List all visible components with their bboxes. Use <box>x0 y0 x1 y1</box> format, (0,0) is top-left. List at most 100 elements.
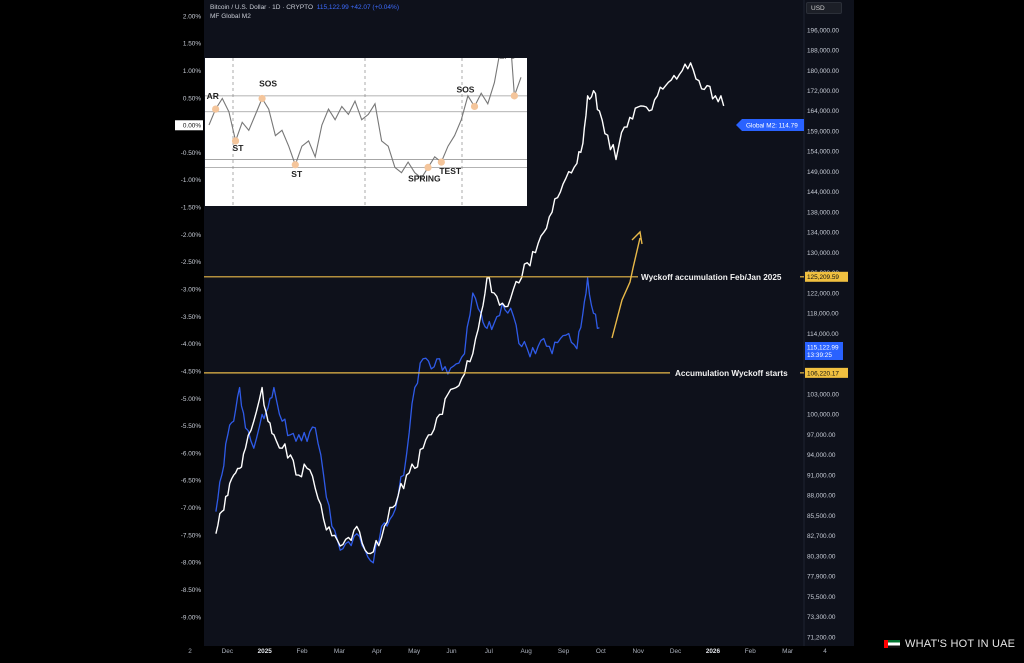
level-badge-label: 125,209.59 <box>807 274 839 281</box>
left-tick-label: -0.50% <box>181 150 202 157</box>
inset-point-marker <box>212 105 220 113</box>
right-tick-label: 77,900.00 <box>807 574 836 581</box>
left-tick-label: -7.00% <box>181 505 202 512</box>
x-tick-label: Apr <box>372 648 383 655</box>
right-axis: 196,000.00 188,000.00 180,000.00 172,000.00… <box>807 27 839 641</box>
inset-point-label: ST <box>291 169 303 179</box>
x-tick-label: May <box>408 648 421 655</box>
right-tick-label: 180,000.00 <box>807 68 839 75</box>
left-tick-label: -2.00% <box>181 232 202 239</box>
inset-point-label: SOS <box>259 79 277 89</box>
inset-point-marker <box>470 102 479 111</box>
left-tick-label: -8.00% <box>181 560 202 567</box>
global-m2-line <box>215 277 600 564</box>
watermark-text: WHAT'S HOT IN UAE <box>905 638 1016 650</box>
right-tick-label: 91,000.00 <box>807 472 836 479</box>
legend-header: Bitcoin / U.S. Dollar · 1D · CRYPTO 115,… <box>210 3 399 21</box>
left-tick-label: -8.50% <box>181 587 202 594</box>
x-tick-label: Feb <box>745 648 756 655</box>
level-badge-label: 106,220.17 <box>807 370 839 377</box>
arrow-head-icon <box>631 230 643 245</box>
currency-selector[interactable]: USD <box>806 2 842 14</box>
arrow-layer <box>611 230 643 339</box>
x-tick-label: Oct <box>596 648 606 655</box>
inset-point-marker <box>258 94 266 103</box>
inset-point-label: SPRING <box>408 173 441 183</box>
x-tick-label: 4 <box>823 648 827 655</box>
left-tick-label: -9.00% <box>181 614 202 621</box>
price-badge-time: 13:39:25 <box>807 352 832 359</box>
right-tick-label: 88,000.00 <box>807 493 836 500</box>
wyckoff-inset: ARSTSOSSTSPRINGTESTSOSLPSJTC <box>205 3 544 206</box>
left-tick-label: -5.50% <box>181 423 202 430</box>
left-tick-label: -5.00% <box>181 396 202 403</box>
right-tick-label: 94,000.00 <box>807 452 836 459</box>
left-tick-label: 0.50% <box>183 95 201 102</box>
inset-point-label: TEST <box>439 166 462 176</box>
right-tick-label: 97,000.00 <box>807 432 836 439</box>
zero-badge-label: 0.00% <box>183 123 201 130</box>
x-tick-label: Nov <box>633 648 645 655</box>
series-layer <box>215 62 725 564</box>
right-tick-label: 154,000.00 <box>807 149 839 156</box>
left-tick-label: -3.50% <box>181 314 202 321</box>
symbol-title[interactable]: Bitcoin / U.S. Dollar · 1D · CRYPTO <box>210 4 314 11</box>
inset-point-marker <box>424 163 432 171</box>
right-tick-label: 75,500.00 <box>807 594 836 601</box>
left-tick-label: -2.50% <box>181 259 202 266</box>
x-tick-label: 2025 <box>258 648 273 655</box>
horizontal-line-label: Accumulation Wyckoff starts <box>675 369 788 378</box>
x-tick-label: Jun <box>446 648 457 655</box>
left-tick-label: -3.00% <box>181 286 202 293</box>
inset-point-marker <box>510 92 518 100</box>
indicator-title[interactable]: MF Global M2 <box>210 13 251 20</box>
x-tick-label: Aug <box>520 648 532 655</box>
right-tick-label: 138,000.00 <box>807 209 839 216</box>
inset-point-label: SOS <box>457 84 475 94</box>
right-tick-label: 188,000.00 <box>807 48 839 55</box>
x-tick-label: Dec <box>222 648 234 655</box>
left-tick-label: -6.00% <box>181 450 202 457</box>
x-tick-label: Jul <box>485 648 493 655</box>
wyckoff-inset-svg: ARSTSOSSTSPRINGTESTSOSLPSJTC <box>205 3 544 206</box>
right-tick-label: 114,000.00 <box>807 331 839 338</box>
inset-point-marker <box>291 161 299 169</box>
symbol-values: 115,122.99 +42.07 (+0.04%) <box>316 4 399 11</box>
inset-point-marker <box>231 137 240 145</box>
right-tick-label: 85,500.00 <box>807 513 836 520</box>
inset-point-label: ST <box>233 143 245 153</box>
horizontal-lines: Wyckoff accumulation Feb/Jan 2025 125,209… <box>204 271 848 378</box>
x-tick-label: 2026 <box>706 648 721 655</box>
level-badge <box>805 367 848 378</box>
right-tick-label: 130,000.00 <box>807 250 839 257</box>
price-badge <box>805 342 843 360</box>
inset-point-label: AR <box>207 91 219 101</box>
inset-point-label: LPS <box>499 58 516 61</box>
right-tick-label: 103,000.00 <box>807 392 839 399</box>
level-badge <box>805 271 848 282</box>
right-tick-label: 122,000.00 <box>807 290 839 297</box>
right-tick-label: 82,700.00 <box>807 533 836 540</box>
left-tick-label: -6.50% <box>181 478 202 485</box>
right-tick-label: 80,300.00 <box>807 553 836 560</box>
right-tick-label: 196,000.00 <box>807 27 839 34</box>
right-tick-label: 159,000.00 <box>807 128 839 135</box>
right-tick-label: 144,000.00 <box>807 189 839 196</box>
left-axis: 2.00% 1.50% 1.00% 0.50% 0.00% -0.50% -1.00% -1.… <box>175 13 203 621</box>
left-tick-label: -1.50% <box>181 205 202 212</box>
left-tick-label: -1.00% <box>181 177 202 184</box>
right-tick-label: 172,000.00 <box>807 88 839 95</box>
right-tick-label: 73,300.00 <box>807 614 836 621</box>
x-tick-label: Dec <box>670 648 682 655</box>
inset-point-marker <box>437 158 445 166</box>
watermark: WHAT'S HOT IN UAE <box>884 638 1015 650</box>
left-tick-label: -4.00% <box>181 341 202 348</box>
bitcoin-line <box>215 62 725 555</box>
left-tick-label: 1.00% <box>183 68 201 75</box>
global-m2-badge <box>736 119 804 131</box>
global-m2-badge-label: Global M2: 114.79 <box>746 122 798 129</box>
zero-badge <box>175 120 203 131</box>
x-tick-label: Sep <box>558 648 570 655</box>
